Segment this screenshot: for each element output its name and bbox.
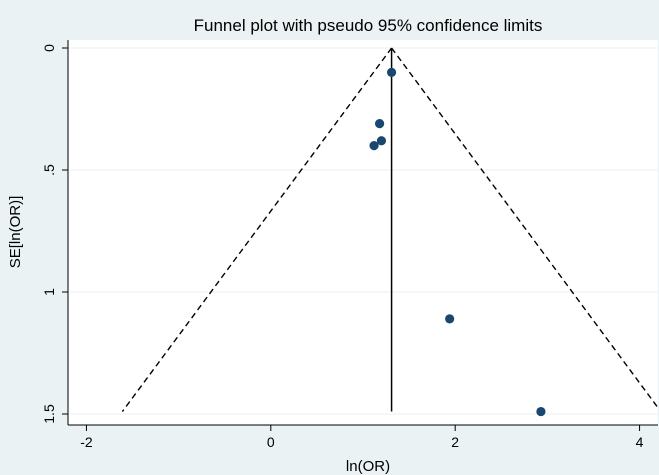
study-points bbox=[369, 67, 546, 417]
x-tick-label-0: -2 bbox=[80, 434, 93, 450]
funnel-limits bbox=[121, 47, 659, 412]
plot-area bbox=[68, 40, 658, 425]
y-tick-label-0: 0 bbox=[41, 44, 57, 52]
study-point-3 bbox=[376, 136, 387, 146]
x-tick-label-3: 4 bbox=[636, 434, 644, 450]
x-tick-label-1: 0 bbox=[267, 434, 275, 450]
y-axis-label: SE[ln(OR)] bbox=[7, 196, 24, 269]
y-tick-label-1: .5 bbox=[41, 164, 57, 176]
axes: 0 .5 1 1.5 -2 0 2 4 bbox=[41, 40, 658, 450]
y-tick-label-3: 1.5 bbox=[41, 404, 57, 424]
study-point-6 bbox=[536, 406, 546, 417]
lower-confidence-limit bbox=[121, 47, 393, 412]
y-tick-label-2: 1 bbox=[41, 288, 57, 296]
chart-title: Funnel plot with pseudo 95% confidence l… bbox=[194, 16, 543, 35]
gridlines bbox=[68, 47, 658, 415]
study-point-1 bbox=[386, 67, 397, 77]
study-point-2 bbox=[374, 119, 385, 129]
x-axis-label: ln(OR) bbox=[346, 458, 390, 475]
study-point-4 bbox=[369, 141, 379, 151]
upper-confidence-limit bbox=[391, 47, 659, 411]
x-tick-label-2: 2 bbox=[451, 434, 459, 450]
study-point-5 bbox=[445, 314, 455, 324]
